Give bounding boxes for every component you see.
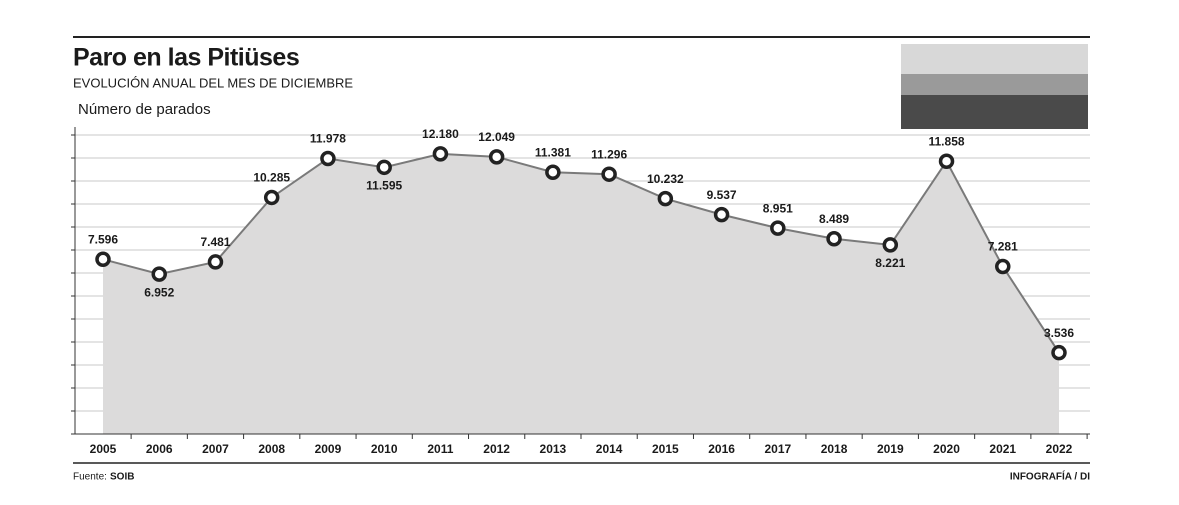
x-tick-label: 2009 <box>315 442 342 456</box>
marker <box>376 159 392 176</box>
source-label: Fuente: <box>73 472 107 483</box>
marker <box>601 166 617 182</box>
area <box>103 153 1059 435</box>
x-tick-label: 2014 <box>596 442 623 456</box>
value-label: 12.049 <box>478 130 515 144</box>
marker <box>1051 344 1067 361</box>
value-label: 8.221 <box>875 256 905 270</box>
value-label: 11.858 <box>929 134 965 148</box>
x-tick-label: 2021 <box>989 442 1016 456</box>
x-tick-label: 2012 <box>483 442 510 456</box>
photo <box>901 44 1088 129</box>
x-tick-label: 2013 <box>540 442 567 456</box>
marker <box>770 220 786 236</box>
value-label: 7.481 <box>200 235 230 249</box>
marker <box>995 258 1011 275</box>
value-label: 12.180 <box>422 127 459 141</box>
value-label: 11.381 <box>535 145 571 159</box>
value-label: 10.232 <box>647 172 684 186</box>
value-label: 7.596 <box>88 232 118 246</box>
value-label: 3.536 <box>1044 326 1074 340</box>
x-tick-label: 2015 <box>652 442 679 456</box>
marker <box>488 149 505 165</box>
marker <box>95 251 111 268</box>
x-tick-label: 2016 <box>708 442 735 456</box>
value-label: 11.296 <box>591 147 627 161</box>
value-label: 8.489 <box>819 212 849 226</box>
marker <box>882 237 899 253</box>
x-tick-label: 2019 <box>877 442 904 456</box>
value-label: 9.537 <box>707 188 737 202</box>
x-tick-label: 2007 <box>202 442 229 456</box>
value-label: 11.595 <box>366 178 402 192</box>
chart-subtitle: EVOLUCIÓN ANUAL DEL MES DE DICIEMBRE <box>73 75 353 90</box>
marker <box>207 254 224 270</box>
x-tick-label: 2006 <box>146 442 173 456</box>
chart-title: Paro en las Pitiüses <box>73 44 299 72</box>
value-label: 10.285 <box>253 171 290 185</box>
x-tick-label: 2022 <box>1046 442 1073 456</box>
marker <box>545 164 561 180</box>
value-label: 6.952 <box>144 285 174 299</box>
x-tick-label: 2020 <box>933 442 960 456</box>
x-tick-label: 2010 <box>371 442 398 456</box>
marker <box>938 153 955 170</box>
x-tick-label: 2008 <box>258 442 285 456</box>
marker <box>320 150 336 167</box>
value-label: 11.978 <box>310 132 346 146</box>
line <box>102 152 1060 354</box>
marker <box>713 206 730 223</box>
x-tick-label: 2018 <box>821 442 848 456</box>
marker <box>263 189 280 206</box>
credit: INFOGRAFÍA / DI <box>1010 470 1090 483</box>
source: SOIB <box>110 472 134 483</box>
x-tick-label: 2011 <box>427 442 453 456</box>
marker <box>826 231 842 247</box>
value-label: 8.951 <box>763 201 793 215</box>
marker <box>151 266 167 282</box>
marker <box>657 190 674 207</box>
y-axis-label: Número de parados <box>78 101 211 118</box>
x-tick-label: 2017 <box>764 442 791 456</box>
marker <box>432 146 449 162</box>
x-tick-label: 2005 <box>90 442 117 456</box>
value-label: 7.281 <box>988 240 1018 254</box>
